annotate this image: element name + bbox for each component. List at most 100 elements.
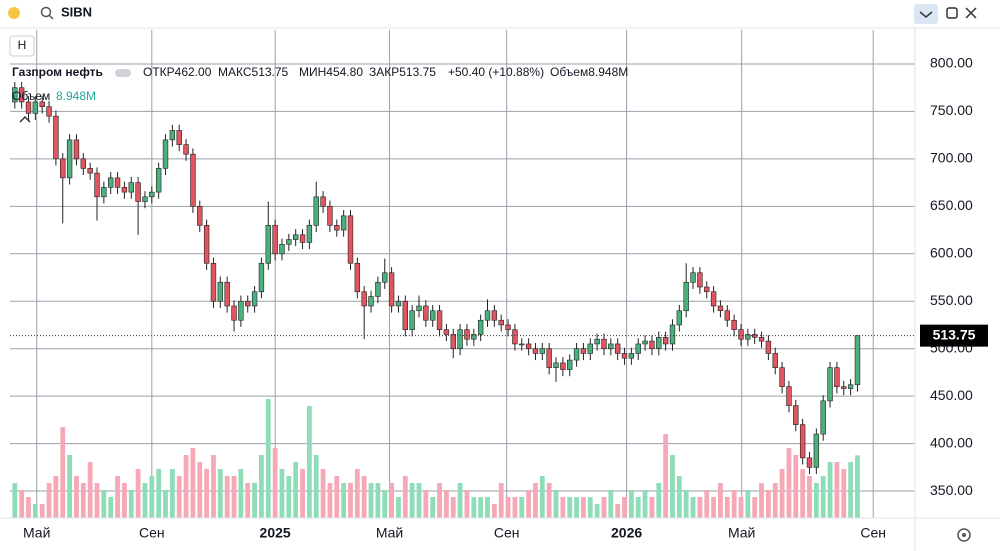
volume-bar [115,476,120,518]
candle-body [60,158,66,179]
volume-bar [149,476,155,518]
close-button[interactable] [965,7,977,19]
candle-body [765,340,772,354]
candle-body [327,206,333,226]
last-price-tag [920,324,988,347]
candle-body [286,239,292,245]
restore-button[interactable] [946,7,958,19]
volume-bar [697,497,703,518]
candle-body [169,130,176,141]
volume-bar [368,483,374,518]
volume-bar [519,497,525,518]
candle-body [457,329,463,349]
volume-bar [375,483,381,518]
volume-bar [587,497,593,518]
candle-body [834,367,840,387]
candle-body [279,243,285,255]
y-tick-label: 750.00 [930,102,973,118]
candle-body [772,353,778,368]
y-tick-label: 450.00 [930,387,973,403]
search[interactable]: SIBN [40,4,93,20]
settings-icon[interactable] [957,528,971,542]
volume-bar [628,490,634,518]
x-tick-label: Май [23,525,50,541]
legend-toggle[interactable] [115,69,131,77]
volume-value: 8.948M [56,89,96,103]
candle-body [491,310,498,321]
candle-body [430,310,436,321]
legend-volume: Объем8.948M [550,65,628,79]
volume-bar [731,490,737,518]
search-icon [40,6,52,18]
legend-low: МИН454.80 [299,65,363,79]
volume-bar [320,469,326,518]
volume-bar [724,497,730,518]
candle-body [841,386,847,389]
volume-bar [142,483,148,518]
volume-bar [169,469,175,518]
dropdown-button[interactable] [914,4,938,24]
candle-body [114,177,121,188]
candle-body [450,334,456,349]
x-tick-label: Сен [139,525,165,541]
volume-bar [259,455,264,518]
volume-bar [485,497,490,518]
volume-bar [779,469,785,518]
volume-bar [19,490,25,518]
volume-bar [656,483,662,518]
candle-body [573,348,580,361]
volume-bar [300,469,305,518]
candle-body [635,343,641,354]
volume-bar [416,483,422,518]
volume-bar [444,490,449,518]
volume-bar [293,462,299,518]
candle-body [594,338,600,345]
candle-body [662,337,669,345]
volume-bar [649,497,655,518]
volume-bar [608,490,614,518]
candle-body [567,359,573,370]
candle-body [32,101,39,114]
volume-bar [807,476,812,518]
volume-bar [224,476,230,518]
volume-label: Объем [12,89,50,103]
candle-body [388,272,395,307]
candle-body [340,215,347,231]
volume-bar [389,483,394,518]
candle-body [443,329,450,335]
candle-body [368,296,374,307]
candle-body [423,305,429,321]
volume-bar [53,476,59,518]
volume-bar [396,497,401,518]
y-tick-label: 700.00 [930,150,973,166]
candle-body [162,139,169,169]
candle-body [683,281,689,312]
collapse-button[interactable] [19,115,31,123]
candle-body [477,319,484,335]
candle-body [224,281,230,307]
volume-bar [718,483,723,518]
volume-bar [759,483,764,518]
candle-body [306,225,313,243]
legend-name: Газпром нефть [12,65,103,79]
candle-body [724,310,730,321]
volume-bar [272,448,278,518]
volume-bar [704,490,710,518]
candle-body [649,340,655,349]
candle-body [587,343,593,354]
interval-button[interactable] [9,35,35,57]
volume-bar [252,483,257,518]
volume-bar [211,455,216,518]
candle-body [347,215,354,264]
candle-body [203,225,210,264]
candle-body [12,87,18,103]
candle-body [231,305,237,321]
volume-bar [122,483,127,518]
volume-bar [738,497,744,518]
volume-bar [622,497,627,518]
candle-body [539,348,546,354]
volume-bar [108,497,114,518]
candle-body [382,272,388,283]
volume-bar [834,462,840,518]
